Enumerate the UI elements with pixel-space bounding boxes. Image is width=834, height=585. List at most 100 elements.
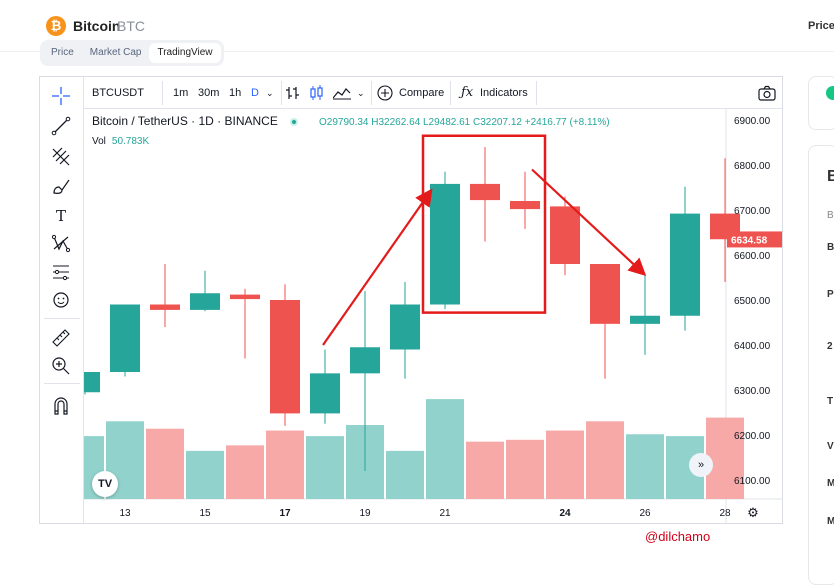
indicators-fx-icon[interactable]: ƒx [461,85,474,100]
drawing-toolbar: T [40,77,84,523]
chart-tabs: Price Market Cap TradingView [40,40,224,66]
side-letter: T [827,396,834,407]
crosshair-icon[interactable] [50,85,72,107]
author-watermark: @dilchamo [645,529,711,544]
indicators-button[interactable]: Indicators [480,87,528,99]
side-letter: 2 [827,341,833,352]
side-letter: P [827,289,834,300]
volume-bar [466,441,504,499]
tab-market-cap[interactable]: Market Cap [89,47,142,58]
side-panel-top [808,76,834,130]
candle-body [430,183,460,305]
prediction-tool-icon[interactable] [50,261,72,283]
candle-body [630,315,660,324]
interval-d[interactable]: D [251,87,259,99]
bitcoin-logo-icon: ₿ [46,16,66,36]
side-letter: M [827,516,834,527]
toolbar-divider [162,81,163,105]
volume-bar [506,439,544,499]
toolbar-divider [281,81,282,105]
y-tick-label: 6400.00 [734,341,771,352]
volume-bar [146,428,184,499]
x-tick-label: 21 [439,508,451,519]
fib-tool-icon[interactable] [50,145,72,167]
x-tick-label: 19 [359,508,371,519]
volume-bar [586,421,624,499]
candle-body [670,213,700,316]
y-tick-label: 6300.00 [734,386,771,397]
ruler-icon[interactable] [50,327,72,349]
y-tick-label: 6500.00 [734,296,771,307]
side-letter: B [827,168,834,185]
y-tick-label: 6900.00 [734,116,771,127]
volume-bar [706,417,744,499]
tab-tradingview[interactable]: TradingView [149,43,221,63]
candle-body [270,300,300,414]
zoom-icon[interactable] [50,355,72,377]
tool-divider [44,318,80,319]
volume-bar [426,399,464,499]
x-tick-label: 28 [719,508,731,519]
downtrend-arrow [531,168,647,277]
market-status-dot-icon [289,117,298,126]
volume-bar [626,434,664,499]
trend-line-icon[interactable] [50,115,72,137]
compare-button[interactable]: Compare [399,87,445,99]
coin-symbol: BTC [117,18,145,34]
side-letter: V [827,441,834,452]
side-letter: B [827,242,834,253]
symbol-selector[interactable]: BTCUSDT [92,87,144,99]
uptrend-arrow [322,188,433,346]
coin-name: Bitcoin [73,18,121,34]
side-letter: B [827,210,834,221]
brush-icon[interactable] [50,175,72,197]
volume-bar [226,445,264,499]
interval-1m[interactable]: 1m [173,87,189,99]
scroll-to-realtime-icon[interactable]: » [689,453,713,477]
y-tick-label: 6800.00 [734,161,771,172]
last-price-label: 6634.58 [731,235,768,246]
candles-icon[interactable] [310,85,324,101]
legend-ohlc: O29790.34 H32262.64 L29482.61 C32207.12 … [319,117,610,128]
interval-30m[interactable]: 30m [198,87,220,99]
price-chart[interactable]: 6900.00 6800.00 6700.00 6600.00 6500.00 6400.… [84,109,782,523]
magnet-icon[interactable] [50,395,72,417]
candle-body [390,304,420,350]
candle-body [550,206,580,264]
chart-legend-title: Bitcoin / TetherUS · 1D · BINANCE [92,114,304,128]
last-price-tag [727,231,782,248]
x-tick-label: 24 [559,508,571,519]
toolbar-divider [371,81,372,105]
candle-body [230,294,260,300]
y-tick-label: 6600.00 [734,251,771,262]
chart-type-dropdown-icon[interactable]: ⌄ [357,88,365,98]
bar-chart-icon[interactable] [286,86,300,100]
volume-bar [186,450,224,499]
emoji-icon[interactable] [50,289,72,311]
candle-body [310,373,340,414]
candle-body [470,183,500,201]
side-letter: M [827,478,834,489]
y-tick-label: 6100.00 [734,476,771,487]
candle-body [84,372,100,393]
volume-bar [266,430,304,499]
legend-title-text: Bitcoin / TetherUS · 1D · BINANCE [92,114,278,128]
area-chart-icon[interactable] [333,86,351,100]
tradingview-logo-icon[interactable]: TV [92,471,118,497]
pattern-tool-icon[interactable] [50,232,72,254]
candle-body [350,347,380,374]
tradingview-chart: BTCUSDT 1m 30m 1h D ⌄ ⌄ Compare ƒx Indic… [39,76,783,524]
candle-body [110,304,140,372]
tool-divider [44,383,80,384]
toolbar-divider [536,81,537,105]
tab-price[interactable]: Price [51,47,74,58]
highlight-box [421,134,547,314]
interval-1h[interactable]: 1h [229,87,242,99]
x-tick-label: 17 [279,508,291,519]
interval-dropdown-icon[interactable]: ⌄ [266,88,274,98]
compare-plus-icon[interactable] [377,85,393,101]
text-tool-icon[interactable]: T [55,207,66,225]
legend-volume: Vol 50.783K [92,136,149,147]
side-panel-stats: B B B P 2 T V M M [808,145,834,585]
camera-icon[interactable] [758,85,776,101]
